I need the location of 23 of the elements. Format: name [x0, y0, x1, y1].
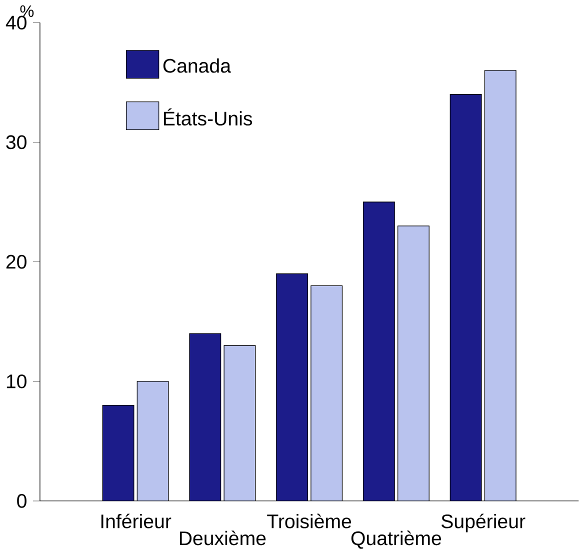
y-tick-label: 10 — [6, 374, 26, 388]
bar — [484, 70, 516, 501]
x-tick-label: Supérieur — [442, 514, 526, 532]
y-tick-label: 40 — [6, 16, 26, 30]
y-axis-title: % — [20, 5, 34, 17]
y-tick-label: 0 — [17, 494, 26, 508]
bar — [190, 333, 221, 501]
x-tick-label: Deuxième — [180, 530, 266, 546]
bar — [363, 202, 395, 501]
y-tick-label: 30 — [6, 135, 26, 150]
legend-label: États-Unis — [164, 108, 252, 126]
bar — [310, 286, 342, 501]
x-tick-label: Troisième — [267, 514, 352, 528]
x-tick-label: Quatrième — [351, 530, 442, 549]
y-tick-label: 20 — [6, 254, 26, 269]
bar — [224, 345, 256, 501]
x-tick-label: Inférieur — [101, 514, 172, 528]
bar — [276, 274, 308, 501]
bar — [450, 94, 482, 501]
legend-label: Canada — [163, 58, 231, 73]
bar — [102, 405, 134, 501]
bar — [398, 226, 430, 501]
bar — [137, 381, 168, 501]
